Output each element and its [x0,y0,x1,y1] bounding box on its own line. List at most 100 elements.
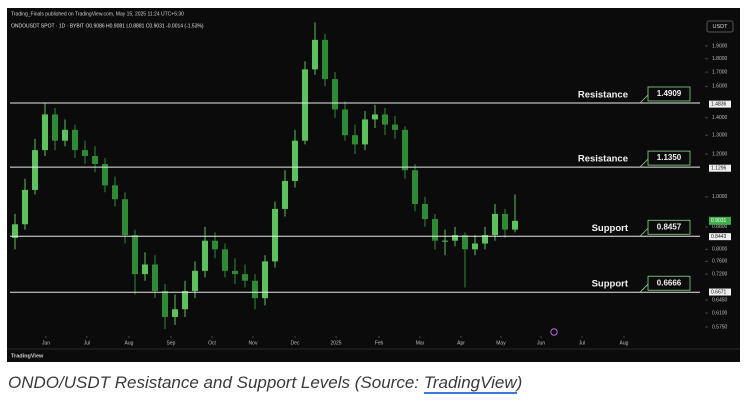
candle-body [382,114,388,125]
price-tag-box [709,288,731,296]
candle-body [312,39,318,70]
level-connector [639,283,649,293]
price-tag-box [709,233,731,241]
x-tick-label: Mar [416,340,425,346]
y-tick-label: 1.9000 [712,43,728,49]
candle-body [32,150,38,190]
candle-body [272,208,278,262]
level-box [647,150,691,166]
chart-subtitle: ONDOUSDT SPOT · 1D · BYBIT O0.9086 H0.90… [11,23,204,29]
caption: ONDO/USDT Resistance and Support Levels … [8,373,523,394]
last-price-box [709,216,731,225]
candle-body [292,140,298,181]
level-value: 1.1350 [657,153,682,162]
candle-body [132,235,138,275]
x-tick-label: Apr [457,340,465,346]
level-value: 1.4909 [657,89,682,98]
candle-body [282,180,288,209]
candle-body [172,309,178,317]
y-tick-label: 0.6100 [712,310,728,316]
y-tick-label: 1.6000 [712,84,728,90]
y-tick-label: 1.3000 [712,133,728,139]
candle-body [392,124,398,130]
caption-end: ) [516,373,523,392]
candle-body [142,264,148,275]
caption-text: ONDO/USDT Resistance and Support Levels … [8,373,424,392]
candle-body [52,114,58,141]
level-value: 0.8457 [657,222,682,231]
candle-body [72,129,78,151]
x-tick-label: Aug [620,340,629,346]
caption-link[interactable]: TradingView [423,373,517,394]
candle-body [372,114,378,120]
x-tick-label: 2025 [330,340,341,346]
y-tick-label: 0.6450 [712,297,728,303]
candle-body [362,119,368,145]
price-tag-box [709,100,731,108]
candle-body [342,109,348,136]
candle-body [442,240,448,242]
x-tick-label: Aug [125,340,134,346]
candle-body [482,235,488,244]
price-tag: 1.4836 [711,101,727,107]
price-tag: 1.1296 [711,166,727,172]
level-name: Resistance [578,154,628,165]
x-tick-label: Jun [42,340,50,346]
candle-body [192,270,198,292]
price-tag: 0.6671 [711,289,727,295]
candle-body [202,240,208,271]
x-tick-label: May [496,340,506,346]
candle-body [122,199,128,236]
y-tick-label: 1.8000 [712,56,728,62]
x-tick-label: Oct [208,340,216,346]
candle-body [92,155,98,165]
candle-body [472,243,478,250]
candle-body [112,185,118,200]
x-tick-label: Jul [579,340,585,346]
candle-body [322,39,328,80]
candle-body [152,264,158,292]
x-tick-label: Feb [375,340,384,346]
y-tick-label: 0.8800 [712,224,728,230]
candle-body [62,129,68,141]
level-box [647,275,691,291]
candle-body [262,261,268,299]
candle-body [22,189,28,225]
candle-body [212,240,218,250]
candle-body [12,224,18,238]
candle-body [182,291,188,310]
candle-body [512,220,518,230]
x-tick-label: Jul [84,340,90,346]
chart: Trading_Finals published on TradingView.… [7,8,740,362]
x-tick-label: Dec [291,340,300,346]
level-box [647,86,691,102]
chart-background [7,8,740,362]
candle-body [492,213,498,236]
currency-label[interactable]: USDT [713,24,729,30]
candle-body [162,291,168,317]
candle-body [432,219,438,241]
candle-body [302,69,308,141]
candle-body [352,135,358,145]
y-tick-label: 1.2000 [712,151,728,157]
currency-box[interactable] [706,20,734,33]
watermark: TradingView [11,353,44,359]
candle-body [102,164,108,186]
y-tick-label: 1.7000 [712,69,728,75]
candle-body [462,235,468,250]
chart-title: Trading_Finals published on TradingView.… [11,11,184,17]
price-tag-box [709,164,731,172]
level-connector [639,158,649,168]
y-tick-label: 1.4000 [712,115,728,121]
event-icon[interactable] [550,328,558,336]
last-price: 0.9031 [711,218,727,224]
level-connector [639,227,649,237]
level-box [647,219,691,235]
candle-body [252,280,258,299]
candle-body [502,213,508,230]
y-tick-label: 0.7200 [712,271,728,277]
y-tick-label: 0.8000 [712,247,728,253]
candle-body [42,114,48,151]
price-tag: 0.8443 [711,234,727,240]
